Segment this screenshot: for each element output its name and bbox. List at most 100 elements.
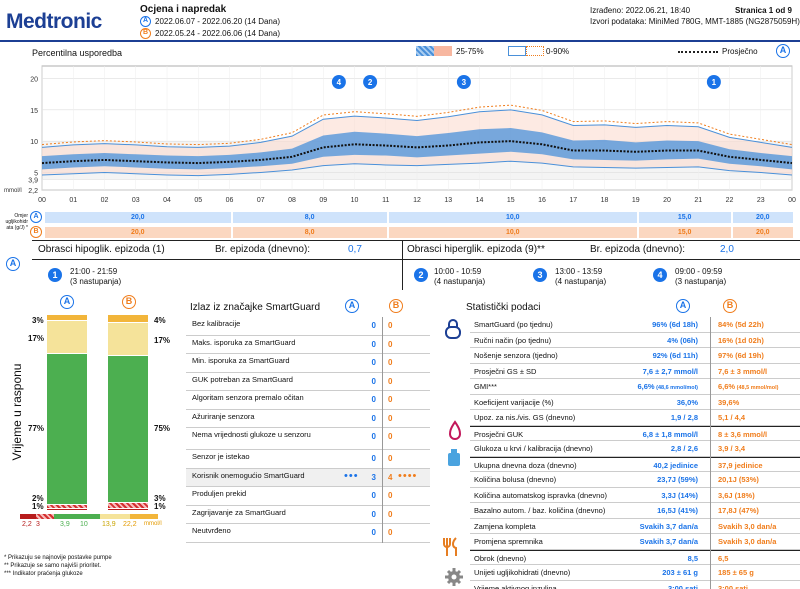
stats-row-b: 16% (1d 02h) [718,335,764,345]
hypo-episode-1-occ: (3 nastupanja) [70,277,122,286]
smartguard-row-b: 0 [388,413,393,423]
stats-row: Promjena spremnika Svakih 3,7 dan/a Svakih… [470,534,800,550]
smartguard-row-label: Algoritam senzora premalo očitan [192,393,304,402]
badge-a: A [140,16,151,27]
stats-row-label: Vrijeme aktivnog inzulina [474,583,557,589]
stats-row-b: 5,1 / 4,4 [718,413,746,422]
stats-row-a: 16,5J (41%) [657,506,698,515]
scale-in [54,514,100,519]
stats-row-label: Unijeti ugljikohidrati (dnevno) [474,568,571,577]
hypo-episode-1-time: 21:00 - 21:59 [70,267,118,276]
stats-table: SmartGuard (po tjednu) 96% (6d 18h) 84% (5… [470,317,800,589]
stats-row-label: Prosječni GS ± SD [474,366,537,376]
stats-row: GMI*** 6,6% (48,6 mmol/mol) 6,6% (48,5 mmo… [470,379,800,395]
stats-row-label: Obrok (dnevno) [474,553,527,563]
x-tick-label: 23 [757,197,765,204]
stats-row-b: 3:00 sati [718,583,749,589]
smartguard-row: Ažuriranje senzora 0 0 [186,410,430,428]
stats-row: Prosječni GUK 6,8 ± 1,8 mmol/l 8 ± 3,6 mmo… [470,425,800,441]
fork-knife-icon [443,537,457,556]
chart-badge-a: A [776,44,790,58]
smartguard-row-a: 0 [371,413,376,423]
carb-badge-a: A [30,211,42,223]
stats-row-label: Nošenje senzora (tjedno) [474,351,558,360]
tir-a-pct-high1: 17% [28,334,45,343]
data-source: Izvori podataka: MiniMed 780G, MMT-1885 … [590,17,800,26]
hyper-episode-2-time: 10:00 - 10:59 [434,267,482,276]
x-tick-label: 07 [257,197,265,204]
lock-icon [445,319,461,339]
series-b-0-90-high-line [41,104,793,146]
stats-row-a: 4% (06h) [667,335,698,345]
created-date: Izrađeno: 2022.06.21, 18:40 [590,6,691,15]
stats-row-label: Koeficijent varijacije (%) [474,397,554,407]
smartguard-row-a: 3 [371,472,376,482]
tir-b-pct-in: 75% [154,424,171,433]
stats-row: Glukoza u krvi / kalibracija (dnevno) 2,8… [470,441,800,457]
tir-b-pct-high1: 17% [154,336,171,345]
y-tick-label: 3,9 [28,177,38,184]
scale-t1: 3 [36,521,40,528]
hyper-count-label: Br. epizoda (dnevno): [590,244,686,255]
episode-marker-label: 3 [462,78,467,87]
smartguard-row: Senzor je istekao 0 0 [186,450,430,469]
x-tick-label: 04 [163,197,171,204]
stats-row-label: Količina bolusa (dnevno) [474,475,557,484]
insulin-cartridge-icon [448,449,460,466]
chart-title: Percentilna usporedba [32,48,123,58]
x-tick-label: 14 [476,197,484,204]
stats-row-b: 39,6% [718,397,740,407]
stats-row: Obrok (dnevno) 8,5 6,5 [470,549,800,565]
stats-title: Statistički podaci [466,302,541,313]
smartguard-row-b: 0 [388,339,393,349]
smartguard-row-label: Ažuriranje senzora [192,411,255,421]
stats-row: Bazalno autom. / baz. količina (dnevno) 1… [470,503,800,519]
smartguard-row-a: 0 [371,395,376,404]
hypo-episode-1-badge: 1 [48,268,62,282]
carb-row-b: 20,0 8,0 10,0 15,0 20,0 [44,227,794,238]
episodes-mid-rule [32,259,800,260]
stats-row-b: 3,6J (18%) [718,490,755,500]
series-0-90-high-line [41,109,793,148]
tir-b-pct-low2: 1% [154,502,166,511]
carb-badge-b: B [30,226,42,238]
carb-segment: 10,0 [388,212,637,223]
stats-row-label: Ukupna dnevna doza (dnevno) [474,460,577,470]
x-tick-label: 15 [507,197,515,204]
stats-row-a: 96% (6d 18h) [652,320,698,329]
sg-badge-a: A [345,299,359,313]
hypo-count-label: Br. epizoda (dnevno): [215,244,311,255]
stats-row: Ručni način (po tjednu) 4% (06h) 16% (1d 0… [470,333,800,348]
stats-row-b: 97% (6d 19h) [718,351,764,360]
hyper-count: 2,0 [720,244,734,255]
episode-marker-4 [331,75,346,89]
date-range-a: 2022.06.07 - 2022.06.20 (14 Dana) [155,17,280,26]
x-tick-label: 02 [101,197,109,204]
smartguard-row-label: Maks. isporuka za SmartGuard [192,337,296,347]
legend-band2-swatch-b [526,46,544,56]
scale-t5: 22,2 [123,521,137,528]
band-25-75-fill [42,128,792,170]
smartguard-row-label: Korisnik onemogućio SmartGuard [192,470,305,480]
stats-row-label: Glukoza u krvi / kalibracija (dnevno) [474,444,593,453]
tir-segment [108,509,148,511]
report-title: Ocjena i napredak [140,4,227,15]
smartguard-row: GUK potreban za SmartGuard 0 0 [186,373,430,391]
header-divider [0,40,800,42]
stats-row-b: 6,5 [718,553,729,563]
tir-b-pct-high2: 4% [154,316,166,325]
date-range-b: 2022.05.24 - 2022.06.06 (14 Dana) [155,29,280,38]
stats-badge-b: B [723,299,737,313]
smartguard-row-b: 0 [388,509,393,519]
smartguard-row: Produljen prekid 0 0 [186,487,430,506]
tir-a-pct-low2: 1% [32,502,44,511]
episode-marker-label: 4 [337,78,342,87]
smartguard-divider [382,317,383,543]
episode-marker-label: 2 [368,78,373,87]
stats-row-label: Upoz. za nis./vis. GS (dnevno) [474,413,576,422]
stats-row-a: Svakih 3,7 dan/a [639,537,698,546]
scale-low [36,514,54,519]
stats-row-b: 7,6 ± 3 mmol/l [718,366,768,376]
smartguard-row: Zagrijavanje za SmartGuard 0 0 [186,506,430,524]
series-0-90-low-line [41,160,793,177]
